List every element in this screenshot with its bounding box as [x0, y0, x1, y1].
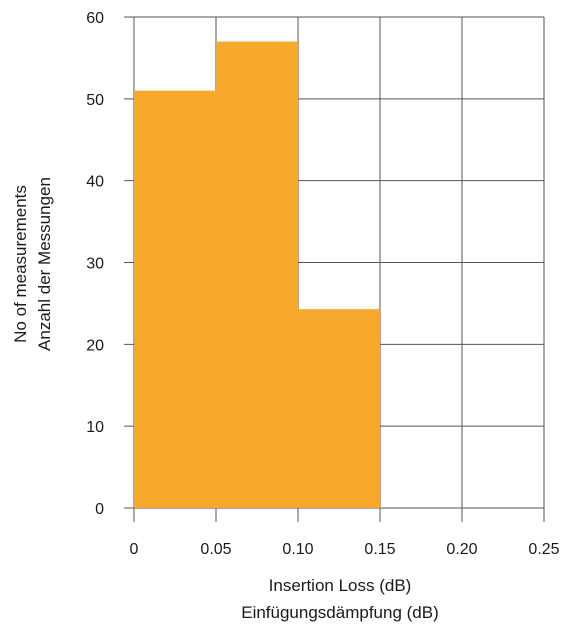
y-tick-label-5: 50 [86, 92, 104, 109]
x-axis-title-line-1: Insertion Loss (dB) [269, 576, 412, 595]
y-axis-title-line-1: No of measurements [11, 185, 30, 343]
x-tick-label-5: 0.25 [528, 541, 559, 558]
x-tick-label-1: 0.05 [200, 541, 231, 558]
x-tick-label-0: 0 [130, 541, 139, 558]
y-tick-label-6: 60 [86, 10, 104, 27]
x-tick-label-4: 0.20 [446, 541, 477, 558]
x-axis-title-line-2: Einfügungsdämpfung (dB) [241, 603, 439, 622]
histogram-bars [134, 41, 380, 509]
y-tick-label-0: 0 [95, 501, 104, 518]
y-axis-title-line-2: Anzahl der Messungen [35, 177, 54, 351]
x-tick-label-2: 0.10 [282, 541, 313, 558]
x-tick-labels: 0 0.05 0.10 0.15 0.20 0.25 [130, 541, 560, 558]
histogram-bar-0 [134, 90, 216, 509]
y-tick-label-2: 20 [86, 337, 104, 354]
y-tick-label-4: 40 [86, 174, 104, 191]
x-tick-label-3: 0.15 [364, 541, 395, 558]
y-tick-label-3: 30 [86, 256, 104, 273]
y-tick-label-1: 10 [86, 419, 104, 436]
histogram-bar-1 [216, 41, 298, 509]
y-tick-labels: 0 10 20 30 40 50 60 [86, 10, 104, 518]
histogram-bar-2 [298, 309, 380, 508]
